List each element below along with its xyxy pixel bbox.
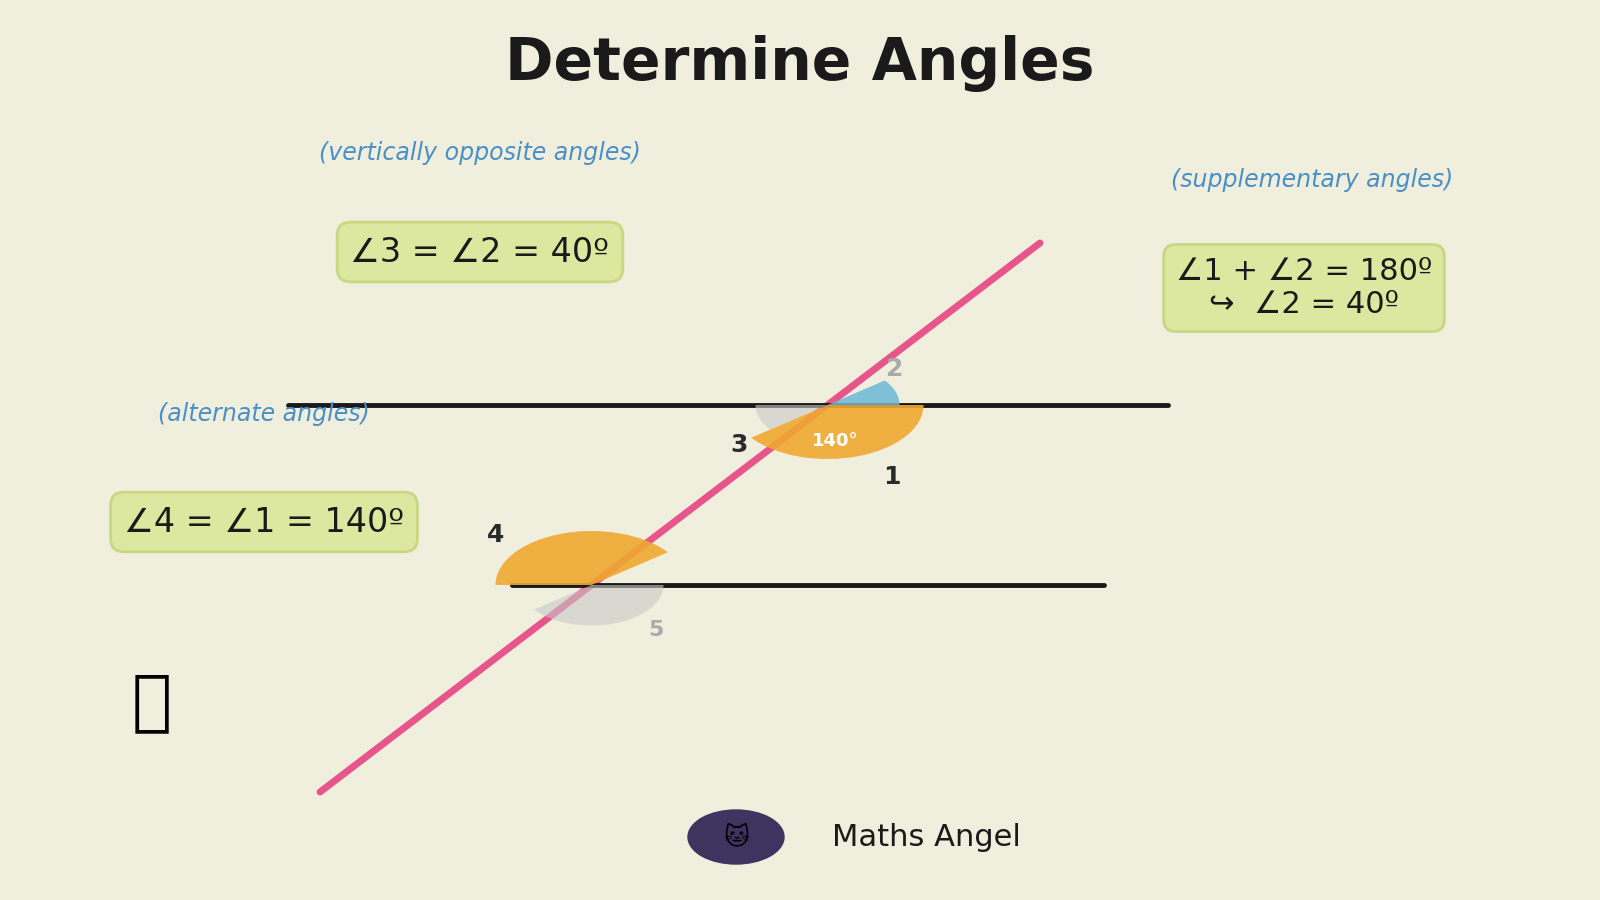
Text: ∠1 + ∠2 = 180º
↪  ∠2 = 40º: ∠1 + ∠2 = 180º ↪ ∠2 = 40º <box>1176 256 1432 320</box>
Text: (alternate angles): (alternate angles) <box>158 402 370 426</box>
Text: (supplementary angles): (supplementary angles) <box>1171 168 1453 192</box>
Circle shape <box>688 810 784 864</box>
Text: 5: 5 <box>648 620 662 640</box>
Text: Determine Angles: Determine Angles <box>506 34 1094 92</box>
Text: 🐝: 🐝 <box>131 669 173 735</box>
Wedge shape <box>496 531 667 585</box>
Text: 4: 4 <box>486 524 504 547</box>
Text: (vertically opposite angles): (vertically opposite angles) <box>318 141 642 165</box>
Wedge shape <box>755 405 827 429</box>
Wedge shape <box>827 381 899 405</box>
Text: Maths Angel: Maths Angel <box>832 823 1021 851</box>
Text: ∠3 = ∠2 = 40º: ∠3 = ∠2 = 40º <box>350 236 610 268</box>
Text: 140°: 140° <box>813 432 859 450</box>
Text: 3: 3 <box>731 434 749 457</box>
Wedge shape <box>534 585 664 625</box>
Text: ∠4 = ∠1 = 140º: ∠4 = ∠1 = 140º <box>123 506 405 538</box>
Text: 1: 1 <box>883 465 901 489</box>
Text: 🐱: 🐱 <box>723 825 749 849</box>
Text: 2: 2 <box>886 357 904 381</box>
Wedge shape <box>752 405 923 459</box>
